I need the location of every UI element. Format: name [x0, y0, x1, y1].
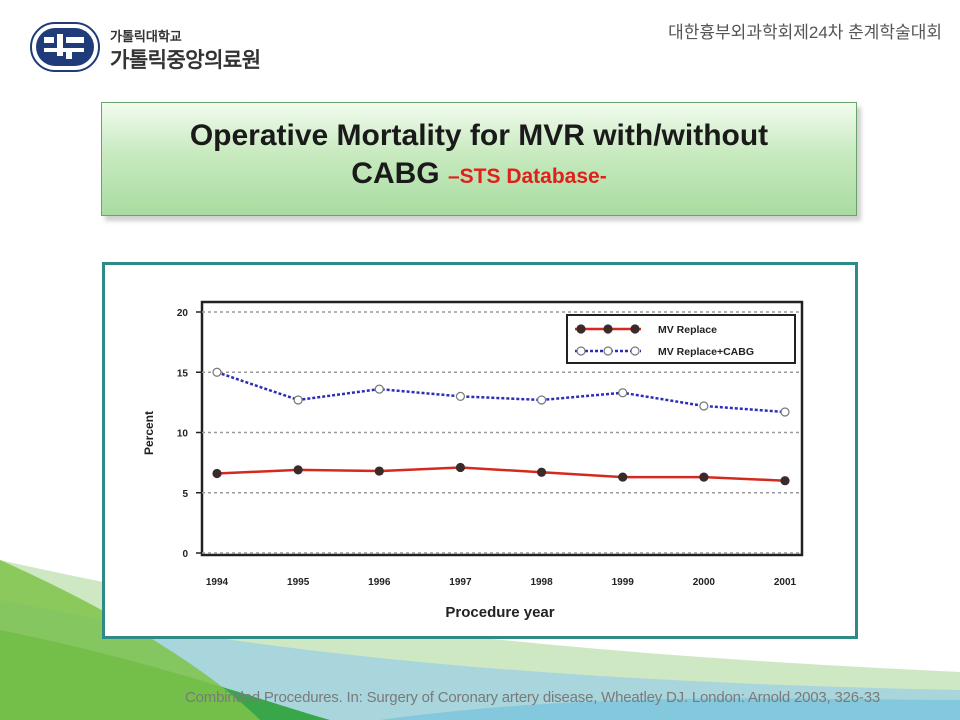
slide-title-cabg: CABG [351, 157, 440, 190]
conference-title: 대한흉부외과학회제24차 춘계학술대회 [668, 23, 942, 42]
x-tick-label: 2000 [693, 577, 716, 588]
legend-label-mv-replace: MV Replace [658, 324, 717, 336]
x-tick-label: 1998 [530, 577, 553, 588]
data-point-mv-replace [212, 468, 222, 479]
slide-title-line1: Operative Mortality for MVR with/without [189, 119, 769, 152]
legend-marker-mv-replace-cabg [603, 346, 613, 356]
data-point-mv-replace [293, 465, 303, 475]
slide-title-line2: CABG –STS Database- [102, 155, 856, 196]
legend-box [566, 314, 796, 364]
data-point-mv-replace-cabg [455, 391, 466, 401]
legend-marker-mv-replace [576, 324, 586, 334]
data-point-mv-replace [699, 472, 709, 482]
chart-legend: MV Replace MV Replace+CABG [566, 314, 796, 364]
chart-frame: 0 5 10 15 20 1994 1995 1996 1997 1998 1999 2000 2001… [102, 262, 858, 639]
x-tick-label: 1996 [368, 577, 391, 588]
mortality-line-chart: 0 5 10 15 20 1994 1995 1996 1997 1998 1999 2000 2001… [142, 300, 804, 621]
y-tick-label: 10 [177, 429, 189, 440]
plot-area-border [200, 300, 804, 557]
legend-marker-mv-replace-cabg [576, 346, 586, 356]
y-tick-label: 0 [182, 549, 188, 560]
university-logo: 가톨릭대학교 가톨릭중앙의료원 [30, 22, 280, 78]
logo-university-name: 가톨릭대학교 [110, 29, 182, 44]
data-point-mv-replace-cabg [374, 384, 384, 394]
legend-label-mv-replace-cabg: MV Replace+CABG [658, 346, 754, 358]
citation-text: Combinded Procedures. In: Surgery of Cor… [185, 689, 881, 706]
legend-marker-mv-replace [630, 324, 640, 334]
data-point-mv-replace-cabg [618, 388, 628, 398]
data-point-mv-replace-cabg [536, 395, 547, 405]
x-tick-label: 2001 [774, 577, 797, 588]
x-tick-label: 1995 [287, 577, 310, 588]
data-point-mv-replace-cabg [293, 395, 303, 405]
legend-marker-mv-replace-cabg [630, 346, 640, 356]
data-point-mv-replace-cabg [699, 401, 709, 411]
y-axis-label: Percent [142, 411, 156, 455]
series-line-mv-replace [216, 466, 786, 482]
data-point-mv-replace [780, 476, 790, 486]
x-tick-label: 1997 [449, 577, 472, 588]
data-point-mv-replace-cabg [780, 407, 790, 417]
slide-title-box: Operative Mortality for MVR with/without… [101, 102, 857, 216]
y-tick-label: 5 [182, 489, 188, 500]
university-seal-icon [30, 22, 100, 72]
data-point-mv-replace-cabg [212, 367, 222, 377]
series-line-mv-replace-cabg [216, 371, 786, 414]
legend-marker-mv-replace [603, 324, 613, 334]
slide-title-source: –STS Database- [447, 165, 607, 188]
data-point-mv-replace [455, 462, 466, 473]
logo-medical-center-name: 가톨릭중앙의료원 [110, 49, 261, 72]
data-point-mv-replace [374, 466, 384, 476]
y-tick-label: 20 [177, 308, 189, 319]
data-point-mv-replace [618, 472, 628, 482]
data-point-mv-replace [536, 467, 547, 477]
x-axis-label: Procedure year [445, 604, 554, 621]
y-tick-label: 15 [177, 368, 189, 379]
x-tick-label: 1994 [206, 577, 229, 588]
x-tick-label: 1999 [612, 577, 635, 588]
